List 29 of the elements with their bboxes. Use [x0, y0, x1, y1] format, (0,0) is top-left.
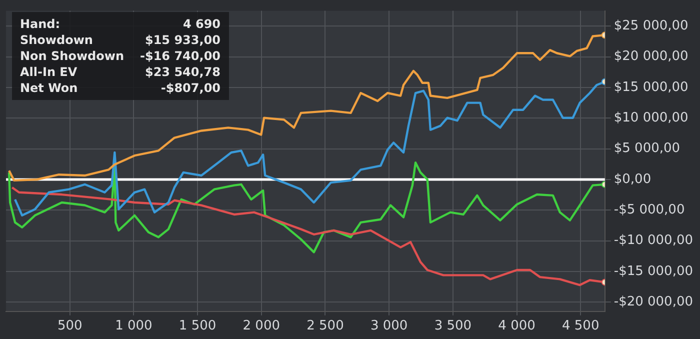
y-tick-label: $5 000,00 [614, 141, 680, 156]
y-tick-label: $15 000,00 [614, 80, 688, 95]
x-tick-label: 4 000 [498, 318, 536, 334]
annotation: -$807,00 [160, 80, 222, 96]
x-tick-label: 1 000 [115, 318, 152, 334]
y-tick-label: -$20 000,00 [614, 294, 693, 310]
x-tick-label: 3 000 [370, 318, 408, 334]
annotation: Net Won [19, 80, 79, 96]
x-tick-label: 500 [57, 318, 82, 334]
annotation: 4 690 [182, 16, 222, 32]
y-tick-label: $0,00 [614, 172, 652, 187]
annotation: Hand: [19, 16, 62, 32]
annotation: $15 933,00 [144, 32, 222, 48]
y-tick-label: $25 000,00 [614, 18, 688, 34]
y-tick-label: $10 000,00 [614, 110, 688, 126]
x-tick-label: 1 500 [178, 318, 216, 334]
y-tick-label: -$15 000,00 [614, 264, 693, 279]
y-tick-label: -$5 000,00 [614, 202, 685, 218]
y-tick-label: $20 000,00 [614, 49, 688, 64]
annotation: All-In EV [19, 64, 78, 80]
annotation: $23 540,78 [144, 64, 222, 80]
annotation: Non Showdown [19, 48, 125, 64]
x-tick-label: 3 500 [434, 318, 472, 334]
annotation: Showdown [19, 32, 94, 48]
y-tick-label: -$10 000,00 [614, 233, 693, 248]
x-tick-label: 4 500 [562, 318, 600, 334]
annotation: -$16 740,00 [139, 48, 222, 64]
x-tick-label: 2 500 [306, 318, 344, 334]
x-tick-label: 2 000 [242, 318, 280, 334]
